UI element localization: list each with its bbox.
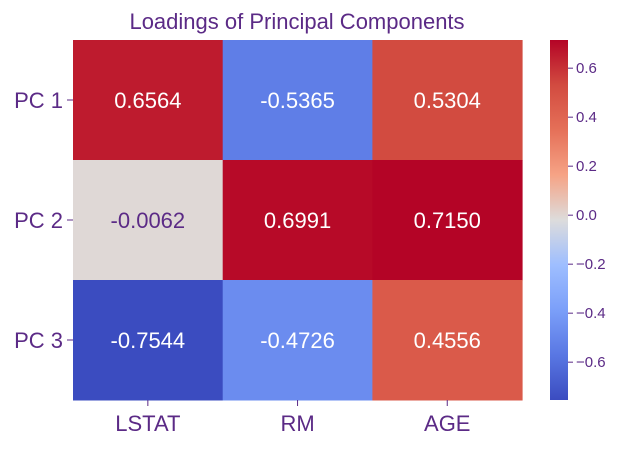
heatmap-cell [73,160,224,281]
column-label: LSTAT [115,411,180,436]
colorbar-tick-label: 0.2 [576,158,597,175]
colorbar-tick-label: 0.6 [576,60,597,77]
cell-value-label: 0.6564 [114,88,181,113]
cell-value-label: -0.0062 [111,208,186,233]
column-label: RM [280,411,314,436]
row-label: PC 1 [14,88,63,113]
heatmap-cell [222,160,373,281]
heatmap-cell [73,40,224,161]
column-label: AGE [424,411,470,436]
colorbar: 0.6 0.4 0.2 0.0 −0.2 −0.4 −0.6 [550,40,606,400]
colorbar-gradient [550,40,568,400]
heatmap-cell [73,280,224,401]
cell-value-label: 0.7150 [414,208,481,233]
heatmap-cell [372,40,523,161]
colorbar-tick-label: −0.2 [576,256,606,273]
column-labels: LSTAT RM AGE [115,400,470,436]
cell-value-label: 0.6991 [264,208,331,233]
cell-value-label: -0.5365 [260,88,335,113]
colorbar-tick-label: −0.6 [576,354,606,371]
chart-title: Loadings of Principal Components [129,9,464,34]
row-labels: PC 1 PC 2 PC 3 [14,88,73,353]
row-label: PC 2 [14,208,63,233]
colorbar-tick-label: 0.4 [576,109,597,126]
cell-value-label: 0.5304 [414,88,481,113]
colorbar-ticks: 0.6 0.4 0.2 0.0 −0.2 −0.4 −0.6 [568,60,606,371]
heatmap-cell [222,40,373,161]
cell-value-label: -0.7544 [111,328,186,353]
cell-value-label: -0.4726 [260,328,335,353]
row-label: PC 3 [14,328,63,353]
heatmap-cell [372,160,523,281]
colorbar-tick-label: 0.0 [576,207,597,224]
heatmap-cell [222,280,373,401]
cell-value-label: 0.4556 [414,328,481,353]
heatmap-cell-labels: 0.6564 -0.5365 0.5304 -0.0062 0.6991 0.7150 -0… [111,88,481,353]
heatmap-cells [73,40,523,401]
colorbar-tick-label: −0.4 [576,305,606,322]
heatmap-cell [372,280,523,401]
